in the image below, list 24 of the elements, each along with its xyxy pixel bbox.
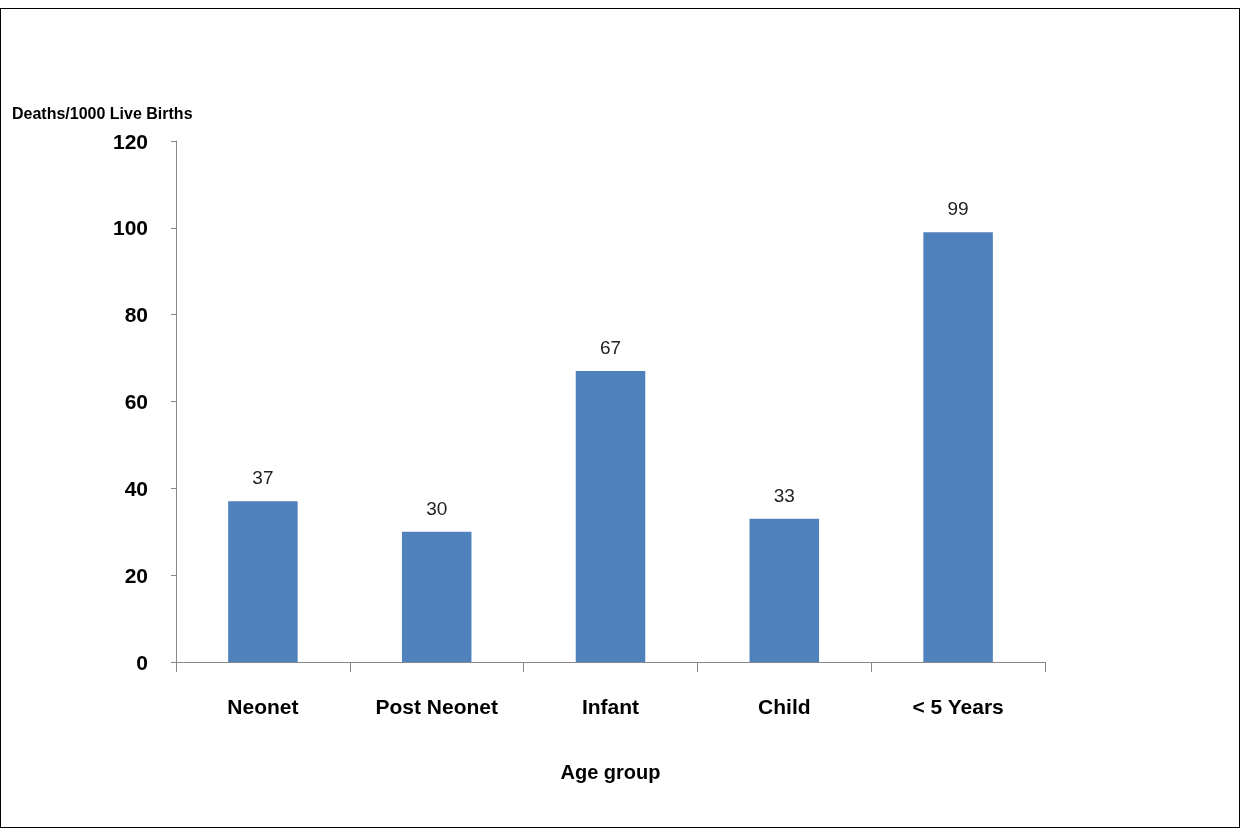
bar: [228, 501, 298, 662]
y-tick-label: 120: [112, 129, 148, 153]
x-tick-label: Post Neonet: [375, 695, 498, 718]
data-label: 30: [426, 497, 448, 519]
data-label: 67: [599, 337, 622, 359]
bar: [749, 518, 820, 662]
x-tick-label: Child: [758, 695, 811, 718]
y-tick-label: 100: [112, 216, 148, 240]
bar: [401, 531, 472, 662]
bar: [923, 232, 993, 662]
x-tick-label: Infant: [581, 695, 640, 718]
data-label: 37: [252, 467, 274, 489]
y-tick-label: 40: [124, 476, 148, 500]
x-tick-label: < 5 Years: [912, 695, 1004, 718]
x-axis-title: Age group: [560, 761, 661, 783]
y-tick-label: 20: [124, 563, 148, 587]
x-tick-label: Neonet: [227, 695, 299, 718]
bar: [575, 371, 646, 662]
y-tick-label: 80: [124, 303, 148, 327]
data-label: 33: [773, 484, 795, 506]
y-axis-title: Deaths/1000 Live Births: [12, 104, 193, 122]
y-tick-label: 0: [136, 650, 148, 674]
data-label: 99: [947, 198, 969, 220]
y-tick-label: 60: [124, 390, 148, 413]
